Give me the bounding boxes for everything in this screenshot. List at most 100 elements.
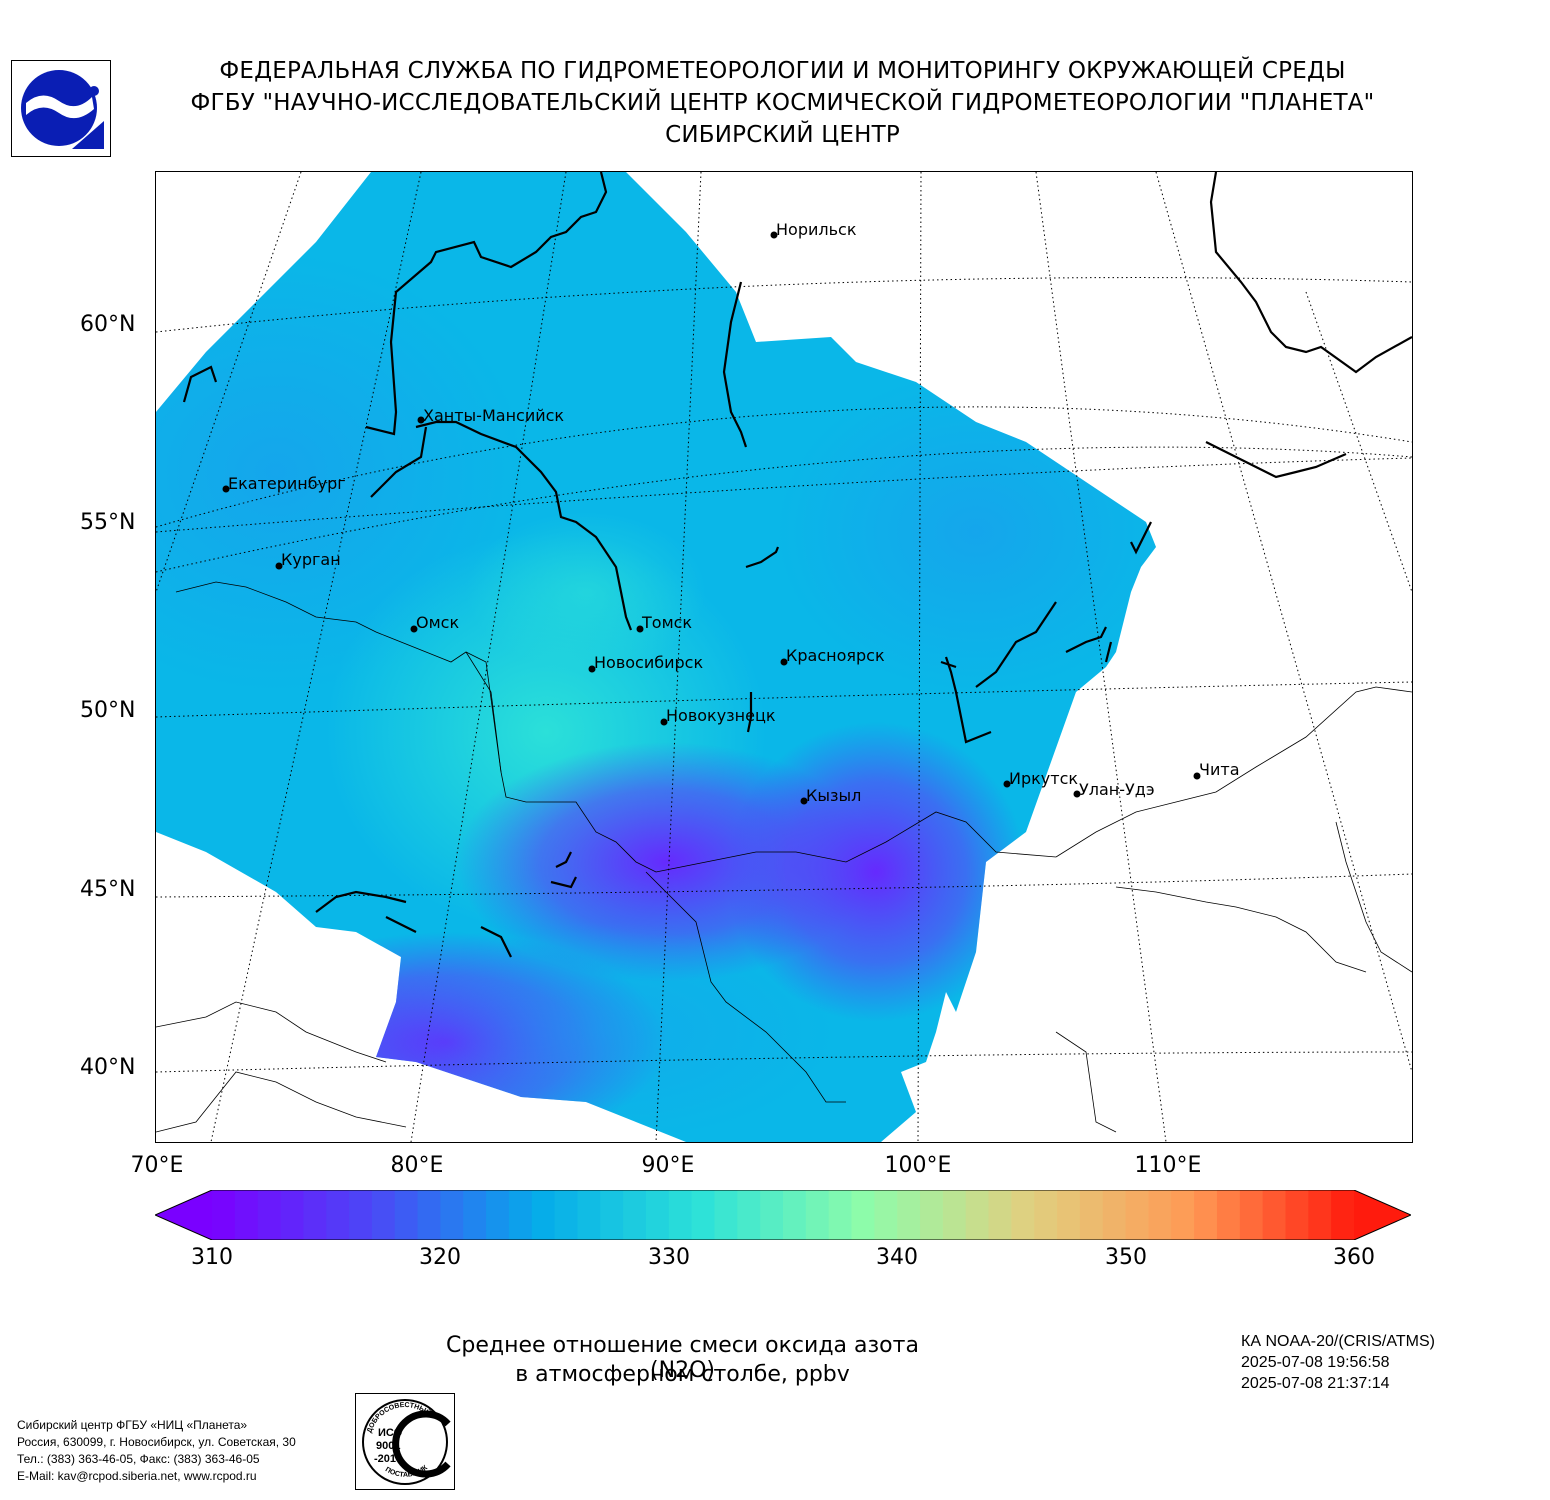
caption-line-2: в атмосферном столбе, ppbv — [515, 1362, 850, 1387]
city-dot-ulan-ude — [1073, 790, 1081, 798]
colorbar-tick-310: 310 — [191, 1245, 233, 1270]
city-label-omsk: Омск — [416, 613, 459, 632]
lat-label-45: 45°N — [80, 877, 136, 902]
caption-line-1: Среднее отношение смеси оксида азота (N2… — [446, 1333, 919, 1383]
colorbar-cell — [417, 1190, 441, 1240]
colorbar-min-extend — [155, 1190, 212, 1240]
city-dot-norilsk — [770, 231, 778, 239]
colorbar-cell — [280, 1190, 304, 1240]
satellite-instrument: КА NOAA-20/(CRIS/ATMS) — [1241, 1333, 1435, 1350]
colorbar-cell — [440, 1190, 464, 1240]
colorbar-cell — [1239, 1190, 1264, 1240]
colorbar-cell — [1194, 1190, 1218, 1240]
colorbar-cell — [1262, 1190, 1287, 1240]
header-line-2: ФГБУ "НАУЧНО-ИССЛЕДОВАТЕЛЬСКИЙ ЦЕНТР КОС… — [190, 90, 1375, 116]
lon-label-70: 70°E — [130, 1153, 184, 1178]
colorbar-cell — [1079, 1190, 1104, 1240]
colorbar-cell — [1011, 1190, 1035, 1240]
colorbar — [153, 1189, 1413, 1241]
city-dot-irkutsk — [1003, 780, 1011, 788]
city-label-tomsk: Томск — [641, 613, 692, 632]
colorbar-cell — [623, 1190, 647, 1240]
colorbar-cell — [805, 1190, 830, 1240]
colorbar-cell — [828, 1190, 853, 1240]
colorbar-cell — [257, 1190, 282, 1240]
svg-text:-2015: -2015 — [374, 1453, 402, 1465]
city-dot-novosibirsk — [588, 665, 596, 673]
colorbar-cell — [737, 1190, 761, 1240]
svg-text:ИСО: ИСО — [378, 1427, 403, 1439]
colorbar-cell — [874, 1190, 898, 1240]
city-dot-yekaterinburg — [222, 485, 230, 493]
colorbar-tick-340: 340 — [876, 1245, 918, 1270]
iso-9001-logo-icon: ДОБРОСОВЕСТНЫЙ ПОСТАВЩИК ИСО 9001 -2015 — [355, 1393, 455, 1490]
borders — [156, 581, 1412, 1133]
city-label-chita: Чита — [1199, 760, 1240, 779]
colorbar-tick-350: 350 — [1105, 1245, 1147, 1270]
colorbar-cell — [234, 1190, 259, 1240]
colorbar-cell — [1057, 1190, 1081, 1240]
satellite-time-start: 2025-07-08 19:56:58 — [1241, 1354, 1390, 1371]
lat-label-60: 60°N — [80, 312, 136, 337]
colorbar-cell — [1034, 1190, 1058, 1240]
colorbar-cell — [1102, 1190, 1127, 1240]
city-label-kyzyl: Кызыл — [806, 786, 861, 805]
colorbar-cell — [577, 1190, 601, 1240]
graticule — [156, 172, 1412, 1142]
colorbar-cell — [531, 1190, 556, 1240]
colorbar-cell — [554, 1190, 579, 1240]
colorbar-cell — [1125, 1190, 1150, 1240]
city-label-novosibirsk: Новосибирск — [594, 653, 703, 672]
colorbar-cell — [783, 1190, 807, 1240]
colorbar-tick-330: 330 — [648, 1245, 690, 1270]
planeta-logo-icon — [11, 60, 111, 157]
org-line-2: Россия, 630099, г. Новосибирск, ул. Сове… — [17, 1435, 296, 1449]
colorbar-cell — [988, 1190, 1012, 1240]
colorbar-cell — [920, 1190, 944, 1240]
colorbar-cell — [965, 1190, 990, 1240]
colorbar-cell — [645, 1190, 670, 1240]
city-dot-omsk — [410, 625, 418, 633]
colorbar-max-extend — [1354, 1190, 1411, 1240]
colorbar-cell — [668, 1190, 693, 1240]
city-label-krasnoyarsk: Красноярск — [786, 646, 885, 665]
header-line-3: СИБИРСКИЙ ЦЕНТР — [665, 122, 900, 148]
lon-label-80: 80°E — [390, 1153, 444, 1178]
svg-text:9001: 9001 — [376, 1440, 400, 1452]
colorbar-cell — [212, 1190, 236, 1240]
colorbar-cell — [303, 1190, 327, 1240]
city-label-kurgan: Курган — [281, 550, 341, 569]
city-label-norilsk: Норильск — [776, 220, 857, 239]
city-label-irkutsk: Иркутск — [1009, 769, 1078, 788]
satellite-time-end: 2025-07-08 21:37:14 — [1241, 1375, 1390, 1392]
lat-label-40: 40°N — [80, 1055, 136, 1080]
city-dot-kyzyl — [800, 797, 808, 805]
header-line-1: ФЕДЕРАЛЬНАЯ СЛУЖБА ПО ГИДРОМЕТЕОРОЛОГИИ … — [219, 58, 1346, 84]
colorbar-cell — [371, 1190, 396, 1240]
colorbar-cell — [394, 1190, 419, 1240]
colorbar-cell — [714, 1190, 738, 1240]
city-markers: Норильск Ханты-Мансийск Екатеринбург Кур… — [222, 220, 1240, 805]
colorbar-cell — [463, 1190, 487, 1240]
org-line-4: E-Mail: kav@rcpod.siberia.net, www.rcpod… — [17, 1469, 257, 1483]
colorbar-tick-360: 360 — [1333, 1245, 1375, 1270]
colorbar-cell — [1331, 1190, 1355, 1240]
colorbar-cells — [212, 1190, 1355, 1240]
colorbar-cell — [326, 1190, 350, 1240]
city-dot-kurgan — [275, 562, 283, 570]
lon-label-100: 100°E — [884, 1153, 952, 1178]
colorbar-cell — [349, 1190, 373, 1240]
org-line-3: Тел.: (383) 363-46-05, Факс: (383) 363-4… — [17, 1452, 260, 1466]
colorbar-cell — [1216, 1190, 1241, 1240]
colorbar-cell — [760, 1190, 784, 1240]
colorbar-cell — [1171, 1190, 1195, 1240]
city-dot-khanty-mansiysk — [417, 416, 425, 424]
city-dot-tomsk — [636, 625, 644, 633]
city-dot-chita — [1193, 772, 1201, 780]
n2o-field — [156, 172, 1156, 1142]
org-line-1: Сибирский центр ФГБУ «НИЦ «Планета» — [17, 1418, 248, 1432]
city-label-yekaterinburg: Екатеринбург — [228, 474, 346, 493]
colorbar-tick-320: 320 — [419, 1245, 461, 1270]
colorbar-cell — [600, 1190, 624, 1240]
city-label-khanty-mansiysk: Ханты-Мансийск — [423, 406, 564, 425]
